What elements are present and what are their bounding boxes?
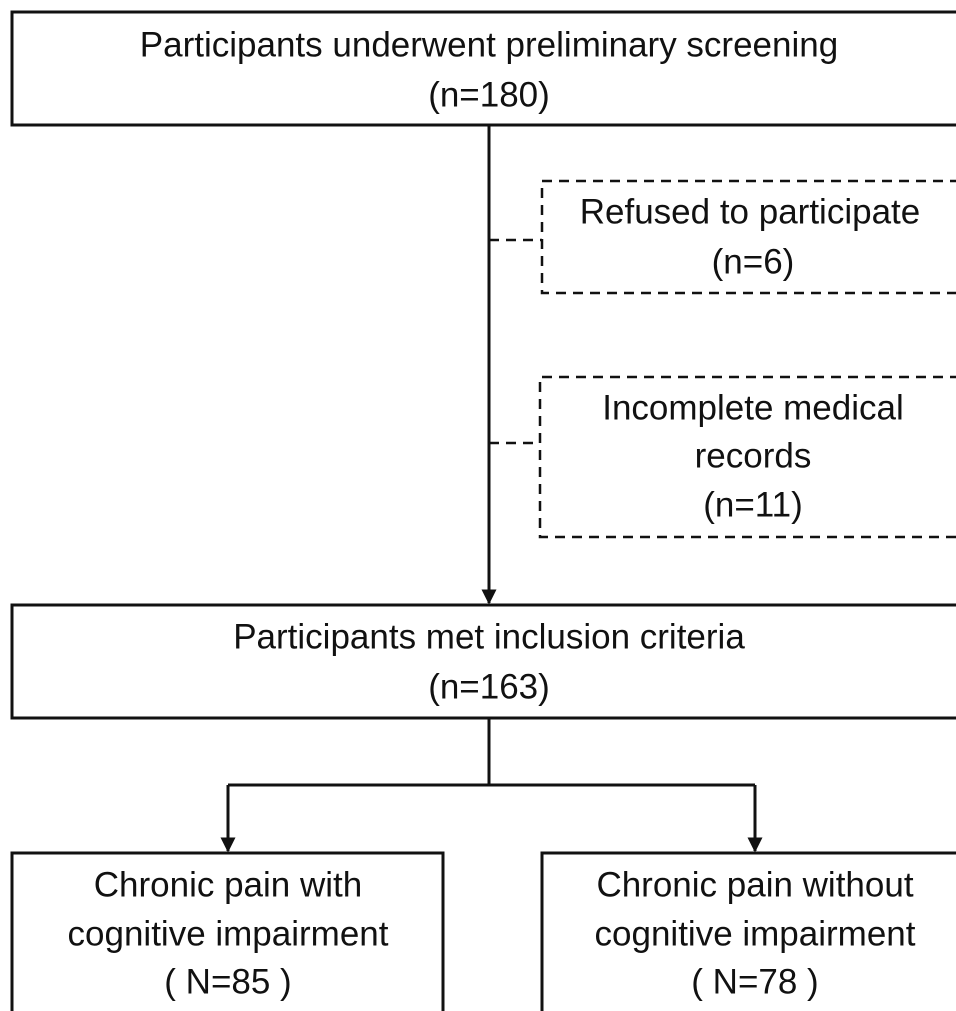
box-incomplete (538, 375, 956, 539)
node-text: records (695, 436, 812, 475)
node-text: Chronic pain with (94, 865, 362, 904)
node-text: cognitive impairment (68, 914, 389, 953)
box-included (10, 603, 956, 720)
node-text: (n=163) (428, 667, 550, 706)
node-text: ( N=85 ) (164, 962, 291, 1001)
box-without-impairment (540, 851, 956, 1011)
node-text: (n=6) (712, 242, 795, 281)
box-with-impairment (10, 851, 445, 1011)
node-text: Incomplete medical (602, 388, 904, 427)
node-text: Participants underwent preliminary scree… (140, 25, 838, 64)
node-text: (n=180) (428, 75, 550, 114)
node-text: (n=11) (703, 485, 803, 524)
node-text: cognitive impairment (595, 914, 916, 953)
node-text: Refused to participate (580, 192, 920, 231)
node-text: Chronic pain without (596, 865, 913, 904)
box-refused (540, 179, 956, 295)
node-text: Participants met inclusion criteria (233, 617, 745, 656)
node-text: ( N=78 ) (691, 962, 818, 1001)
box-screening (10, 10, 956, 127)
